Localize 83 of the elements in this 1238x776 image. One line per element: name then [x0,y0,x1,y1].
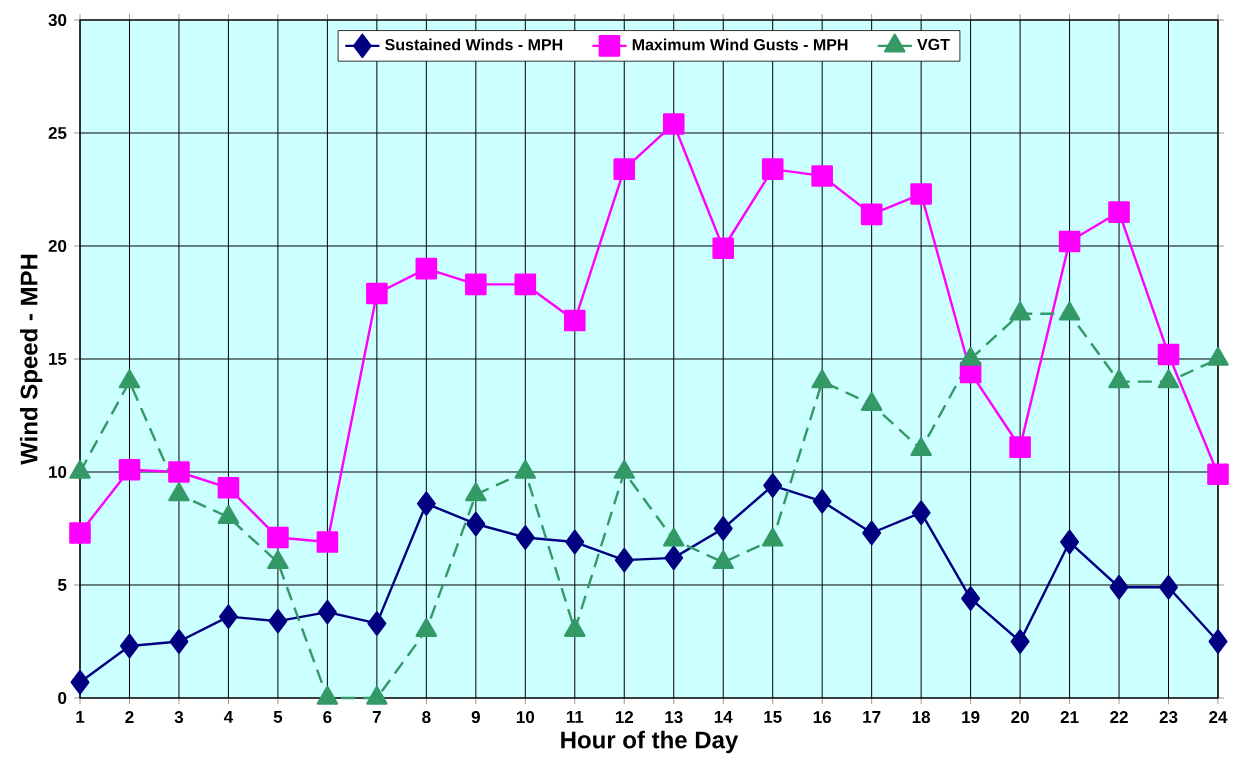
point [217,477,240,499]
x-tick-label: 7 [372,711,381,723]
x-tick-label: 11 [566,711,584,723]
point [613,158,636,180]
y-tick-label: 30 [48,13,67,27]
point [416,491,436,516]
point [712,237,735,260]
point [367,611,387,636]
point [169,629,189,654]
point [465,273,487,296]
x-tick-label: 4 [223,711,234,723]
point [811,165,833,187]
x-tick-label: 16 [813,711,832,724]
x-tick-label: 22 [1110,711,1128,723]
point [763,473,783,498]
point [1108,201,1130,223]
point [1157,343,1180,366]
point [862,520,882,546]
x-tick-label: 24 [1209,711,1228,723]
point [563,309,586,332]
point [267,526,289,549]
point [168,461,190,483]
x-tick-label: 13 [665,711,683,724]
y-axis-title: Wind Speed - MPH [19,254,43,465]
point [69,522,91,544]
point [1109,575,1129,600]
x-tick-label: 10 [516,711,535,724]
y-tick-label: 0 [58,691,67,704]
point [1208,629,1228,654]
point [812,489,832,514]
point [514,273,537,296]
point [961,586,981,611]
x-tick-label: 12 [615,711,634,723]
y-tick-label: 15 [49,353,67,365]
x-tick-label: 20 [1011,711,1029,724]
y-tick-label: 20 [48,239,67,252]
point [565,529,585,555]
x-tick-label: 6 [323,711,332,724]
point [1058,230,1081,253]
point [415,257,438,280]
y-tick-label: 5 [58,579,67,591]
point [1009,436,1031,458]
point [70,669,90,695]
x-tick-label: 23 [1159,711,1178,724]
point [268,608,288,634]
x-tick-label: 2 [125,711,134,723]
x-tick-label: 8 [422,711,431,724]
x-tick-label: 3 [174,711,184,724]
point [614,547,634,573]
point [713,516,733,541]
y-tick-label: 10 [49,465,67,478]
point [662,113,685,135]
point [316,531,339,553]
point [1159,575,1178,600]
point [910,183,932,205]
point [317,599,337,625]
point [515,525,535,550]
point [118,458,141,481]
x-axis-title: Hour of the Day [561,730,739,754]
point [1207,463,1229,486]
x-tick-label: 21 [1060,711,1079,723]
x-tick-label: 19 [962,711,980,724]
x-tick-label: 18 [912,711,931,724]
point [761,158,784,180]
legend-label: VGT [917,38,950,51]
x-tick-label: 9 [471,711,480,724]
point [911,500,931,525]
legend-label: Maximum Wind Gusts - MPH [632,38,848,51]
x-tick-label: 17 [863,711,881,723]
point [366,282,388,305]
point [860,203,883,226]
point [664,545,684,571]
x-tick-label: 14 [714,711,733,723]
x-tick-label: 15 [764,711,782,723]
x-tick-label: 5 [273,711,283,723]
legend-label: Sustained Winds - MPH [385,38,563,51]
y-tick-label: 25 [48,126,67,139]
point [1010,629,1030,654]
point [1060,529,1080,555]
x-tick-label: 1 [76,711,85,723]
point [120,633,139,659]
point [218,604,238,629]
point [466,511,486,537]
